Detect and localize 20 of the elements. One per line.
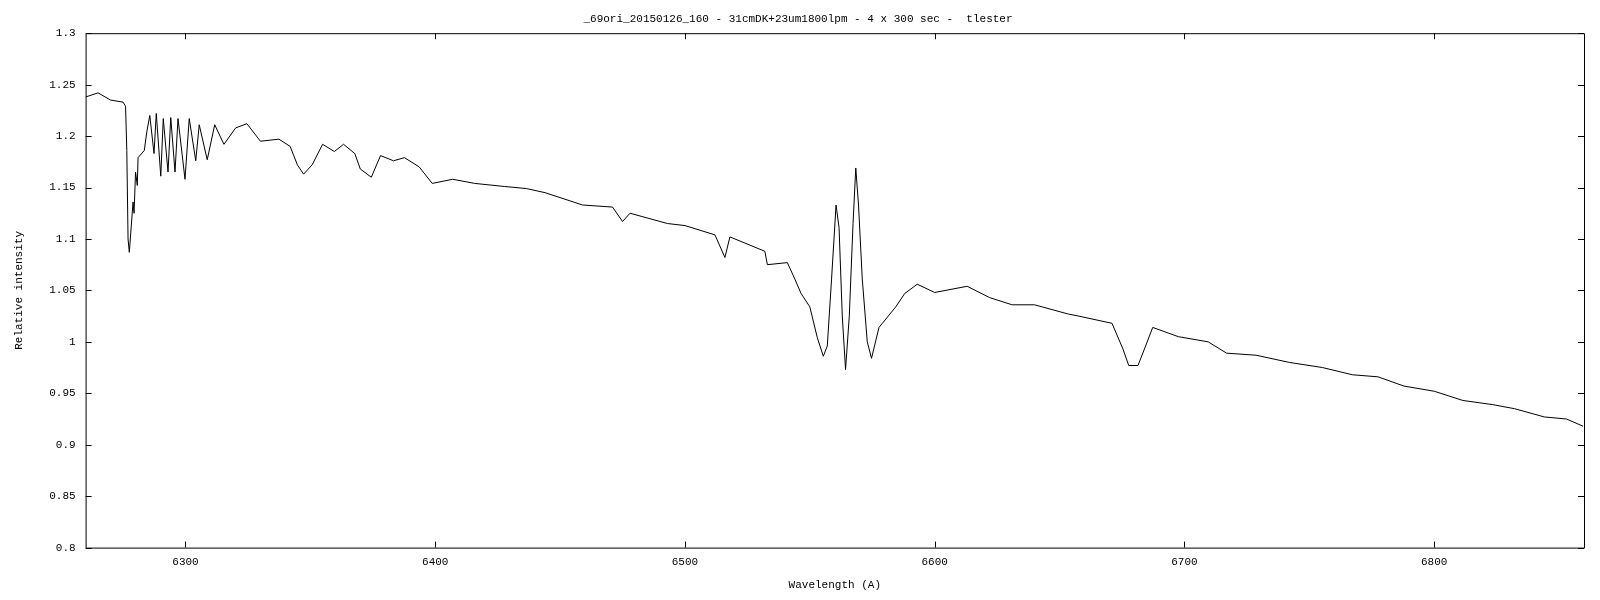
y-tick-label: 1.05 [49,284,76,297]
x-tick-label: 6500 [671,556,699,569]
y-tick-label: 0.8 [55,541,76,554]
y-tick-label: 0.95 [49,387,76,400]
x-tick-label: 6600 [921,556,948,569]
y-tick-label: 0.9 [55,438,76,451]
x-tick-label: 6400 [422,556,449,569]
x-tick-label: 6300 [172,556,199,569]
y-tick-label: 1.1 [55,232,76,245]
x-tick-label: 6800 [1420,556,1448,569]
y-tick-label: 1.2 [55,129,76,142]
x-axis-title: Wavelength (A) [788,579,882,592]
y-axis-title: Relative intensity [12,230,25,350]
y-tick-label: 1.15 [49,181,76,194]
x-tick-label: 6700 [1171,556,1198,569]
y-tick-label: 1.3 [55,27,76,40]
y-tick-label: 0.85 [49,490,76,503]
y-tick-label: 1.25 [49,78,76,91]
y-tick-label: 1 [68,335,76,348]
chart-title: _69ori_20150126_160 - 31cmDK+23um1800lpm - 4 x 300 sec - tlester [582,12,1013,25]
